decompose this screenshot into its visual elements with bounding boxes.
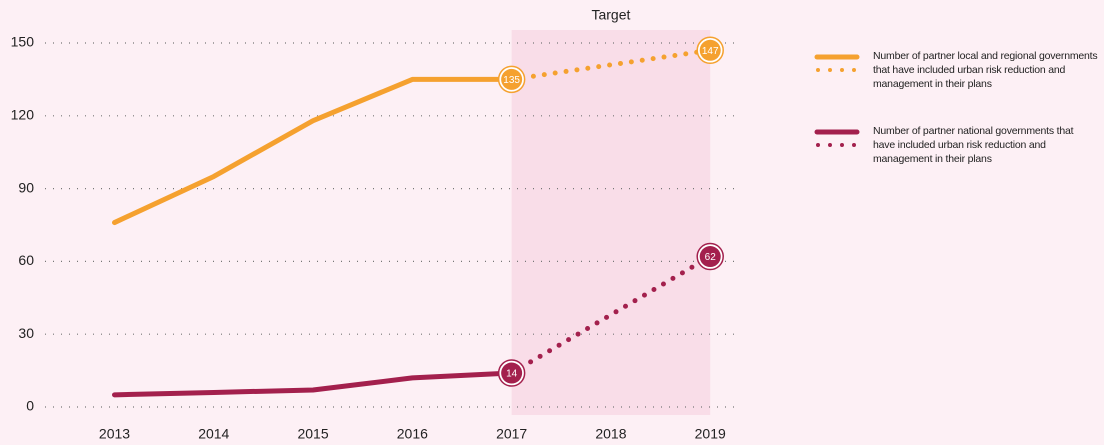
x-tick-label: 2016: [397, 426, 428, 442]
y-tick-label: 150: [11, 34, 35, 50]
point-marker: [699, 39, 721, 61]
y-tick-label: 30: [18, 325, 34, 341]
y-tick-label: 60: [18, 252, 34, 268]
x-tick-label: 2017: [496, 426, 527, 442]
point-marker: [501, 362, 523, 384]
line-actual: [112, 76, 515, 226]
value-label: 14: [506, 369, 518, 380]
y-tick-label: 120: [11, 107, 35, 123]
x-tick-label: 2019: [695, 426, 726, 442]
value-label: 62: [705, 252, 717, 263]
legend-label: Number of partner local and regional gov…: [873, 50, 1098, 90]
point-marker: [699, 246, 721, 268]
y-tick-label: 90: [18, 179, 34, 195]
x-tick-label: 2018: [595, 426, 626, 442]
line-actual: [112, 370, 515, 398]
value-label: 135: [503, 75, 520, 86]
line-target: [509, 47, 713, 82]
target-label: Target: [591, 7, 630, 23]
x-tick-label: 2014: [198, 426, 229, 442]
value-label: 147: [702, 46, 719, 57]
target-region: [511, 30, 711, 415]
x-tick-label: 2013: [99, 426, 130, 442]
point-marker: [501, 68, 523, 90]
x-tick-label: 2015: [297, 426, 328, 442]
legend-label: Number of partner national governments t…: [873, 125, 1074, 165]
y-tick-label: 0: [26, 398, 34, 414]
